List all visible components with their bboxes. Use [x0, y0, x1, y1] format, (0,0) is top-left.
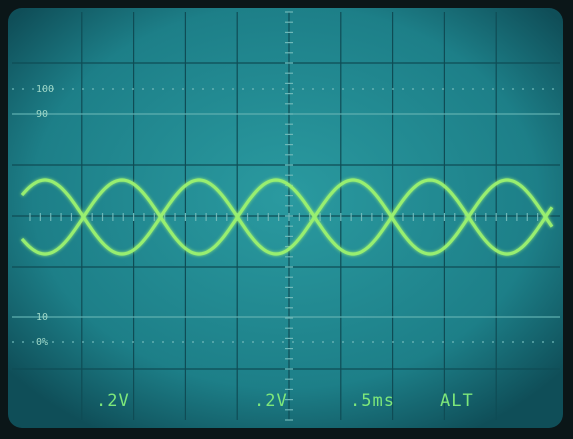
timebase: .5ms: [350, 391, 395, 411]
oscilloscope-photo: 100 90 10 0% .2V .2V .5ms ALT: [0, 0, 573, 439]
mode: ALT: [440, 391, 474, 411]
graticule-label: 100: [36, 84, 54, 95]
channel-1-scale: .2V: [96, 391, 130, 411]
graticule-label: 0%: [36, 337, 48, 348]
page: 100 90 10 0% .2V .2V .5ms ALT (() => { c…: [0, 0, 573, 439]
channel-2-scale: .2V: [254, 391, 288, 411]
screen: [8, 8, 563, 428]
graticule-label: 10: [36, 312, 48, 323]
graticule-label: 90: [36, 109, 48, 120]
